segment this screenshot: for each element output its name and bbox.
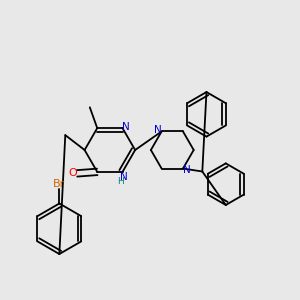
Text: Br: Br — [53, 179, 65, 190]
Text: N: N — [120, 172, 128, 182]
Text: N: N — [183, 165, 191, 175]
Text: N: N — [122, 122, 130, 132]
Text: N: N — [154, 125, 161, 135]
Text: H: H — [117, 177, 124, 186]
Text: O: O — [68, 168, 77, 178]
